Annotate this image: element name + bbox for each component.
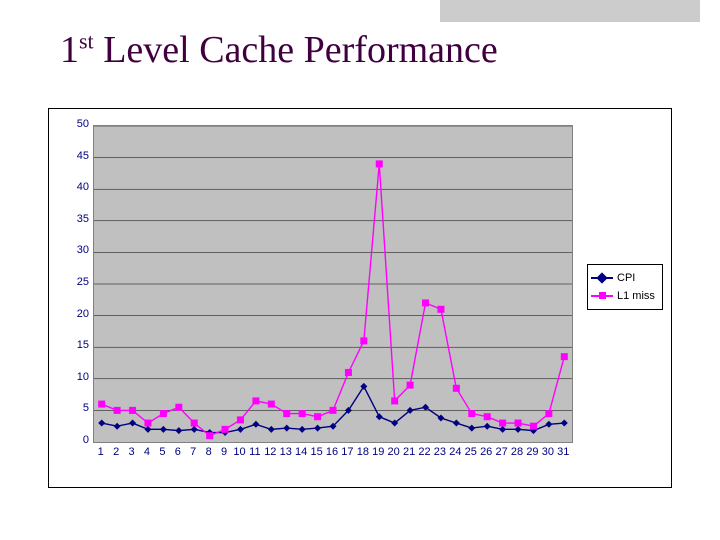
legend: CPI L1 miss bbox=[587, 264, 663, 310]
plot-area bbox=[93, 125, 573, 443]
legend-swatch-cpi bbox=[591, 277, 613, 279]
x-tick-label: 29 bbox=[524, 446, 540, 458]
legend-marker bbox=[599, 292, 606, 299]
y-tick-label: 50 bbox=[53, 118, 89, 130]
x-tick-label: 3 bbox=[124, 446, 140, 458]
x-tick-label: 24 bbox=[447, 446, 463, 458]
slide: 1st Level Cache Performance 051015202530… bbox=[0, 0, 720, 540]
x-tick-label: 15 bbox=[309, 446, 325, 458]
legend-item-l1miss: L1 miss bbox=[591, 287, 659, 305]
legend-item-cpi: CPI bbox=[591, 269, 659, 287]
x-tick-label: 13 bbox=[278, 446, 294, 458]
y-tick-label: 0 bbox=[53, 434, 89, 446]
x-tick-label: 9 bbox=[216, 446, 232, 458]
y-tick-label: 45 bbox=[53, 150, 89, 162]
y-tick-label: 15 bbox=[53, 339, 89, 351]
x-tick-label: 18 bbox=[355, 446, 371, 458]
x-tick-label: 8 bbox=[201, 446, 217, 458]
legend-swatch-l1miss bbox=[591, 295, 613, 297]
x-tick-label: 23 bbox=[432, 446, 448, 458]
header-accent-block bbox=[440, 0, 700, 22]
legend-label-l1miss: L1 miss bbox=[617, 290, 655, 302]
title-superscript: st bbox=[79, 28, 94, 53]
chart-svg bbox=[94, 126, 572, 442]
x-tick-label: 5 bbox=[154, 446, 170, 458]
x-tick-label: 2 bbox=[108, 446, 124, 458]
x-tick-label: 19 bbox=[370, 446, 386, 458]
title-rest: Level Cache Performance bbox=[94, 29, 498, 71]
x-tick-label: 14 bbox=[293, 446, 309, 458]
x-tick-label: 26 bbox=[478, 446, 494, 458]
legend-marker bbox=[596, 272, 607, 283]
y-tick-label: 30 bbox=[53, 244, 89, 256]
y-tick-label: 20 bbox=[53, 308, 89, 320]
x-tick-label: 4 bbox=[139, 446, 155, 458]
x-tick-label: 6 bbox=[170, 446, 186, 458]
x-tick-label: 17 bbox=[339, 446, 355, 458]
y-tick-label: 40 bbox=[53, 181, 89, 193]
x-tick-label: 31 bbox=[555, 446, 571, 458]
x-tick-label: 21 bbox=[401, 446, 417, 458]
x-tick-label: 16 bbox=[324, 446, 340, 458]
chart-frame: 05101520253035404550 1234567891011121314… bbox=[48, 108, 672, 488]
y-tick-label: 35 bbox=[53, 213, 89, 225]
y-tick-label: 5 bbox=[53, 402, 89, 414]
x-tick-label: 27 bbox=[494, 446, 510, 458]
y-tick-label: 25 bbox=[53, 276, 89, 288]
x-tick-label: 25 bbox=[463, 446, 479, 458]
page-title: 1st Level Cache Performance bbox=[60, 28, 498, 72]
x-tick-label: 20 bbox=[386, 446, 402, 458]
x-tick-label: 1 bbox=[93, 446, 109, 458]
x-tick-label: 28 bbox=[509, 446, 525, 458]
x-tick-label: 22 bbox=[417, 446, 433, 458]
x-tick-label: 10 bbox=[231, 446, 247, 458]
title-prefix: 1 bbox=[60, 29, 79, 71]
legend-label-cpi: CPI bbox=[617, 272, 635, 284]
x-tick-label: 30 bbox=[540, 446, 556, 458]
x-tick-label: 11 bbox=[247, 446, 263, 458]
x-tick-label: 12 bbox=[262, 446, 278, 458]
y-tick-label: 10 bbox=[53, 371, 89, 383]
x-tick-label: 7 bbox=[185, 446, 201, 458]
